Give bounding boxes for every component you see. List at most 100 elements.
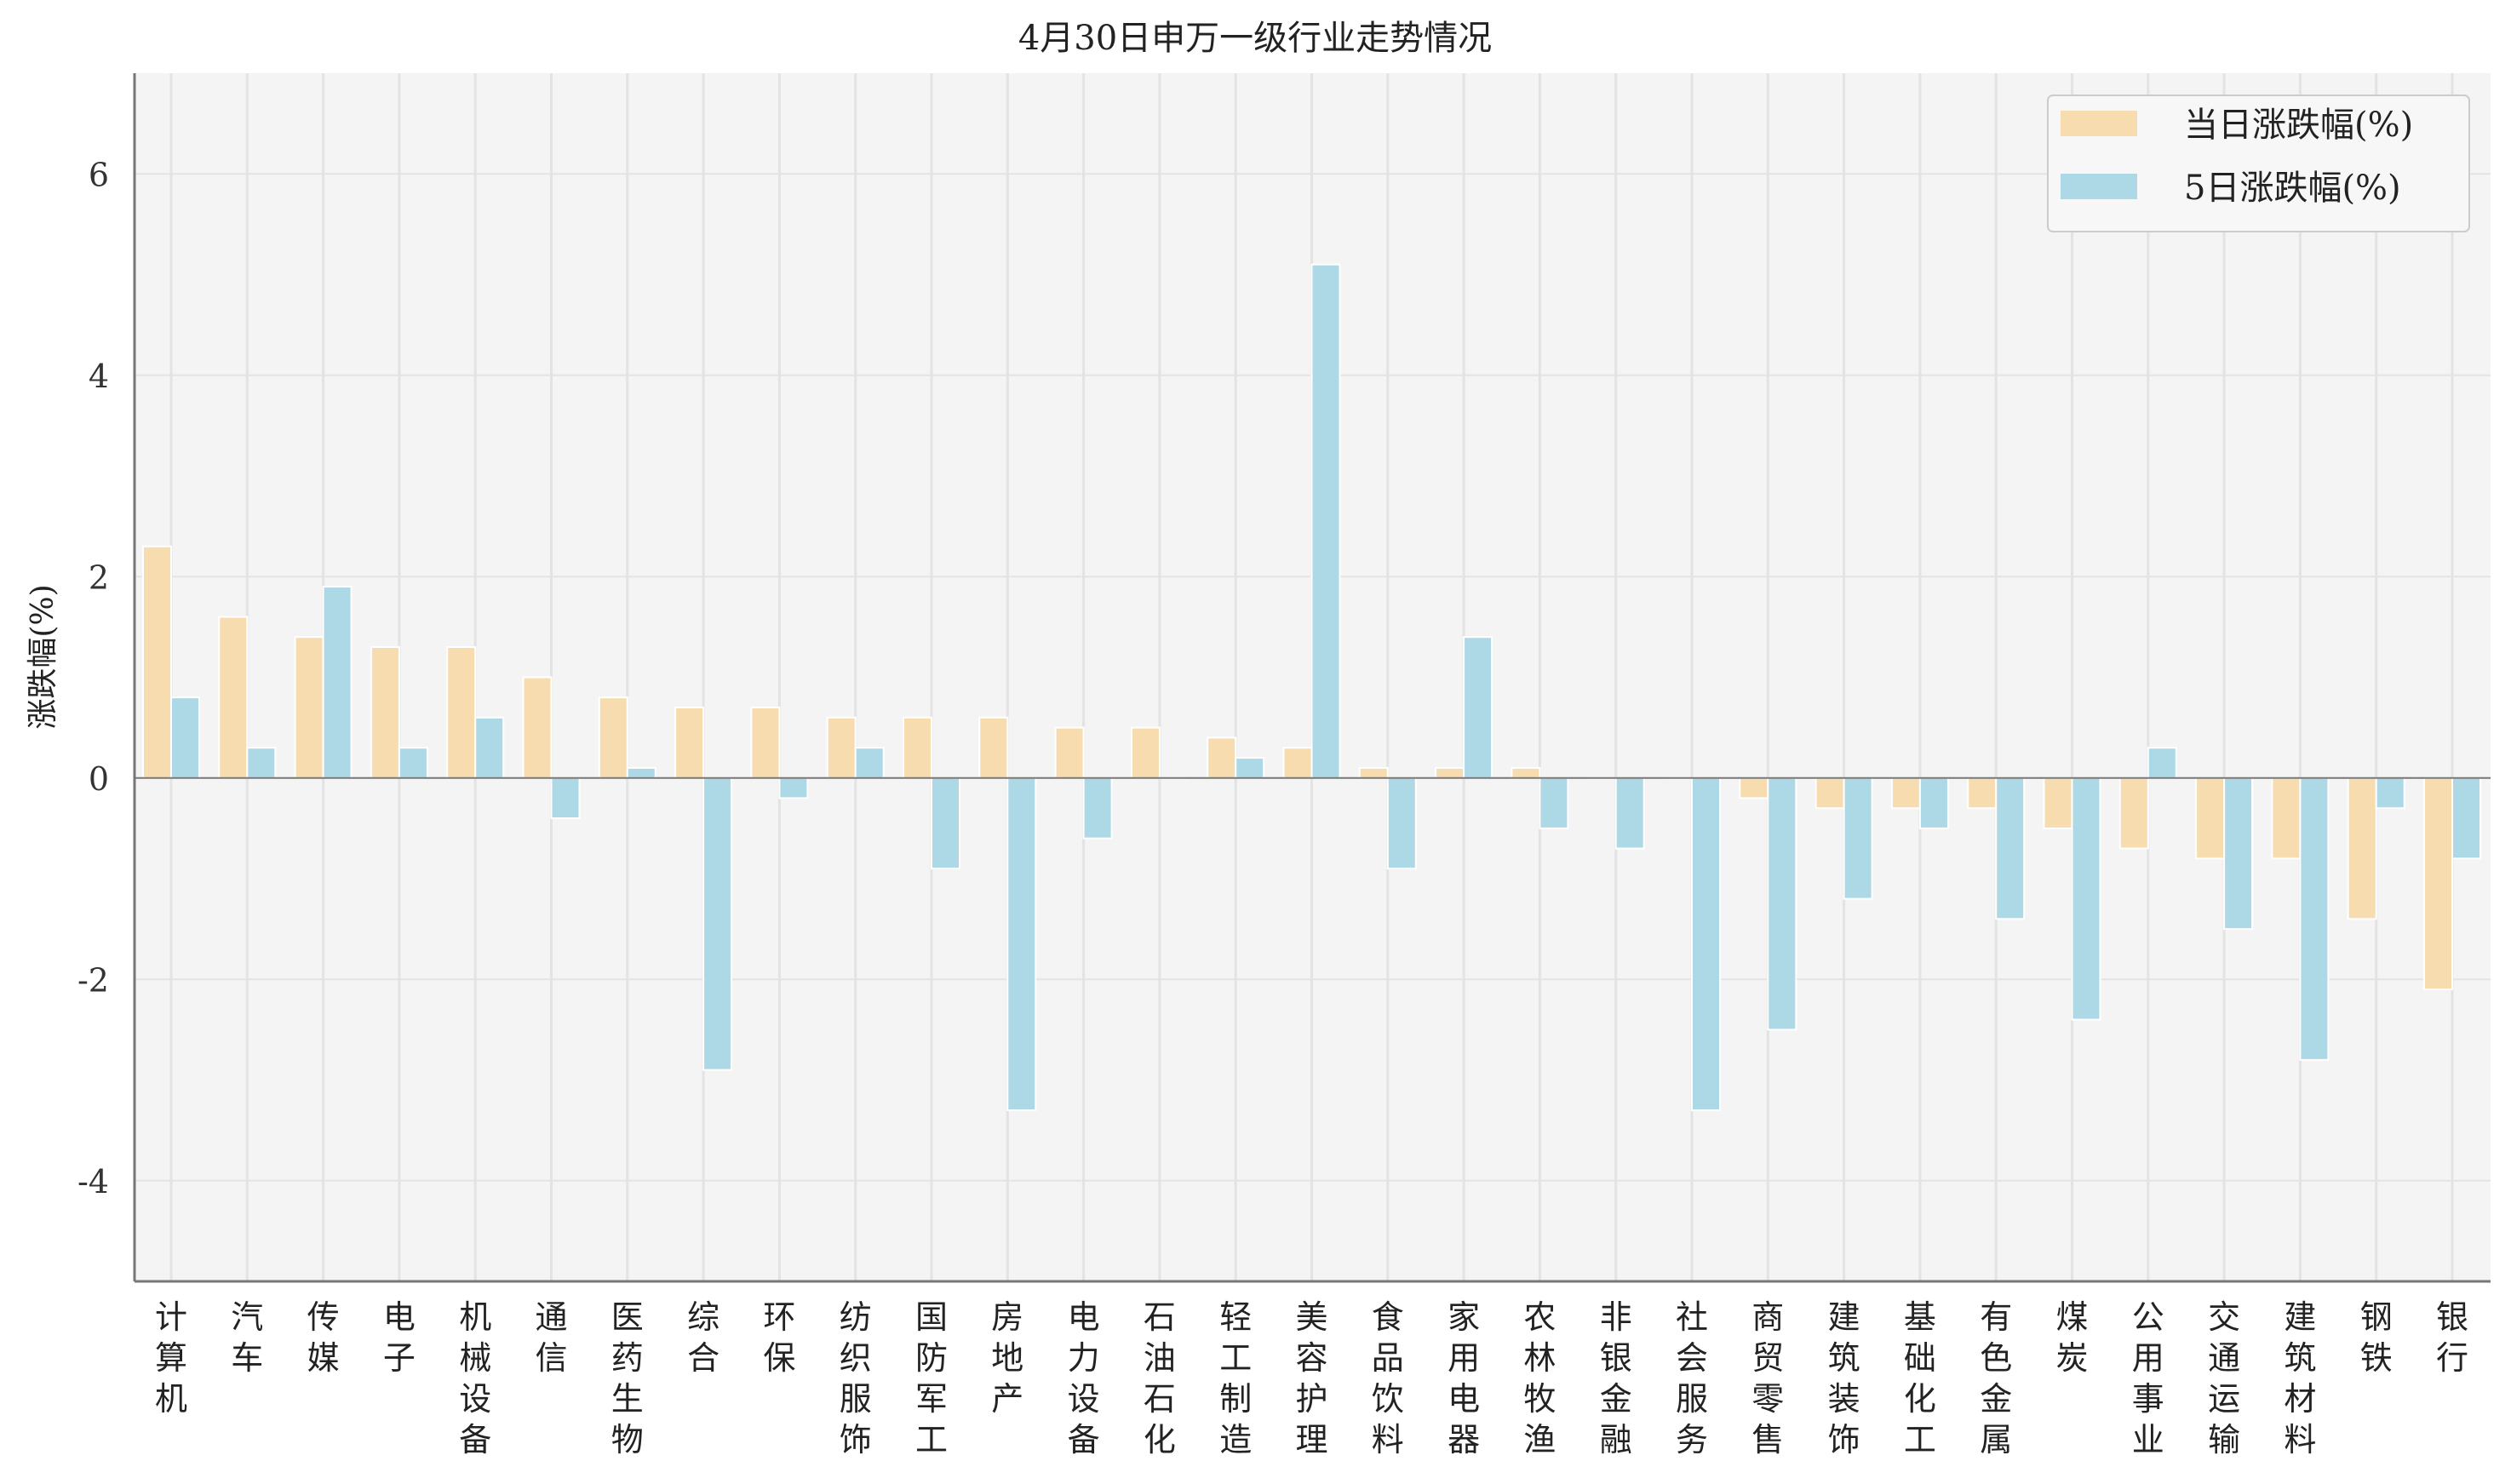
category-label: 建筑材料 xyxy=(2284,1298,2316,1458)
bar-daily xyxy=(1967,776,1998,810)
bar-daily xyxy=(142,545,172,779)
bars xyxy=(142,263,2481,1111)
bar-daily xyxy=(1739,776,1769,799)
category-label: 交通运输 xyxy=(2208,1298,2240,1458)
bar-5day xyxy=(931,776,960,870)
category-label: 食品饮料 xyxy=(1372,1298,1404,1458)
category-label: 汽车 xyxy=(231,1298,263,1377)
category-label: 钢铁 xyxy=(2360,1298,2393,1377)
bar-daily xyxy=(1358,766,1389,779)
category-label: 传媒 xyxy=(307,1298,340,1377)
bar-daily xyxy=(1130,726,1161,779)
bar-daily xyxy=(978,716,1009,779)
category-label: 基础化工 xyxy=(1904,1298,1936,1458)
bar-daily xyxy=(750,706,781,779)
bar-5day xyxy=(1082,776,1113,839)
bar-daily xyxy=(1511,766,1541,779)
bar-daily xyxy=(446,646,477,779)
legend-label-daily: 当日涨跌幅(%) xyxy=(2184,106,2413,145)
bar-5day xyxy=(2071,776,2101,1021)
y-tick-label: 0 xyxy=(89,760,109,798)
bar-daily xyxy=(1435,766,1465,779)
bar-5day xyxy=(2147,747,2177,779)
category-label: 通信 xyxy=(535,1298,567,1377)
bar-daily xyxy=(1054,726,1085,779)
bar-5day xyxy=(854,747,885,779)
bar-5day xyxy=(1843,776,1873,900)
category-label: 非银金融 xyxy=(1600,1298,1632,1458)
bar-5day xyxy=(1767,776,1797,1031)
bar-5day xyxy=(1386,776,1417,870)
axes xyxy=(133,73,2491,1283)
bar-5day xyxy=(1614,776,1645,850)
bar-5day xyxy=(2451,776,2481,860)
legend-swatch-daily xyxy=(2061,111,2137,136)
bar-5day xyxy=(246,747,277,779)
category-label: 机械设备 xyxy=(459,1298,491,1458)
bar-daily xyxy=(2347,776,2377,920)
bar-5day xyxy=(2223,776,2254,931)
y-tick-labels: 6 4 2 0 -2 -4 xyxy=(77,156,109,1200)
bar-daily xyxy=(674,706,705,779)
legend-box xyxy=(2047,95,2470,232)
category-label: 银行 xyxy=(2436,1298,2468,1377)
category-label: 国防军工 xyxy=(915,1298,948,1458)
category-label: 家用电器 xyxy=(1448,1298,1480,1458)
category-label: 轻工制造 xyxy=(1219,1298,1252,1458)
y-tick-label: 6 xyxy=(89,156,109,193)
bar-daily xyxy=(218,616,249,779)
bar-5day xyxy=(2299,776,2330,1061)
category-label: 医药生物 xyxy=(611,1298,644,1458)
category-label: 农林牧渔 xyxy=(1523,1298,1556,1458)
bar-daily xyxy=(826,716,857,779)
bar-5day xyxy=(1310,263,1341,779)
bar-5day xyxy=(1691,776,1721,1111)
y-axis-label: 涨跌幅(%) xyxy=(26,584,60,729)
bar-5day xyxy=(1918,776,1949,829)
bar-5day xyxy=(398,747,428,779)
bar-daily xyxy=(2271,776,2302,860)
category-label: 美容护理 xyxy=(1295,1298,1327,1458)
category-label: 煤炭 xyxy=(2055,1298,2088,1377)
category-label: 建筑装饰 xyxy=(1828,1298,1860,1458)
bar-5day xyxy=(1995,776,2026,920)
bar-daily xyxy=(2423,776,2453,991)
category-label: 环保 xyxy=(763,1298,795,1377)
category-label: 房地产 xyxy=(991,1298,1023,1418)
legend-label-5day: 5日涨跌幅(%) xyxy=(2184,169,2401,208)
bar-daily xyxy=(370,646,400,779)
bar-5day xyxy=(2375,776,2405,810)
bar-daily xyxy=(903,716,932,779)
category-label: 计算机 xyxy=(155,1298,187,1418)
bar-5day xyxy=(778,776,809,799)
category-label: 电子 xyxy=(383,1298,416,1377)
bar-daily xyxy=(1890,776,1921,810)
bar-5day xyxy=(1463,636,1493,779)
chart-title: 4月30日申万一级行业走势情况 xyxy=(1018,19,1492,58)
bar-daily xyxy=(2118,776,2149,850)
bar-5day xyxy=(702,776,733,1071)
y-tick-label: 2 xyxy=(89,559,109,596)
bar-5day xyxy=(474,716,505,779)
legend: 当日涨跌幅(%) 5日涨跌幅(%) xyxy=(2047,95,2470,232)
category-label: 纺织服饰 xyxy=(840,1298,872,1458)
y-tick-label: -2 xyxy=(77,961,109,999)
category-label: 石油石化 xyxy=(1144,1298,1176,1458)
bar-daily xyxy=(598,696,628,779)
y-tick-label: 4 xyxy=(89,358,109,395)
bar-5day xyxy=(170,696,200,779)
category-label: 综合 xyxy=(687,1298,719,1377)
bar-daily xyxy=(294,636,324,779)
bar-daily xyxy=(1814,776,1845,810)
bar-5day xyxy=(1006,776,1037,1111)
bar-5day xyxy=(550,776,581,820)
bar-5day xyxy=(626,766,656,779)
bar-daily xyxy=(1282,747,1313,779)
bar-daily xyxy=(2195,776,2226,860)
category-label: 有色金属 xyxy=(1980,1298,2012,1458)
bar-5day xyxy=(1235,757,1265,779)
legend-swatch-5day xyxy=(2061,174,2137,199)
bar-daily xyxy=(2043,776,2073,829)
